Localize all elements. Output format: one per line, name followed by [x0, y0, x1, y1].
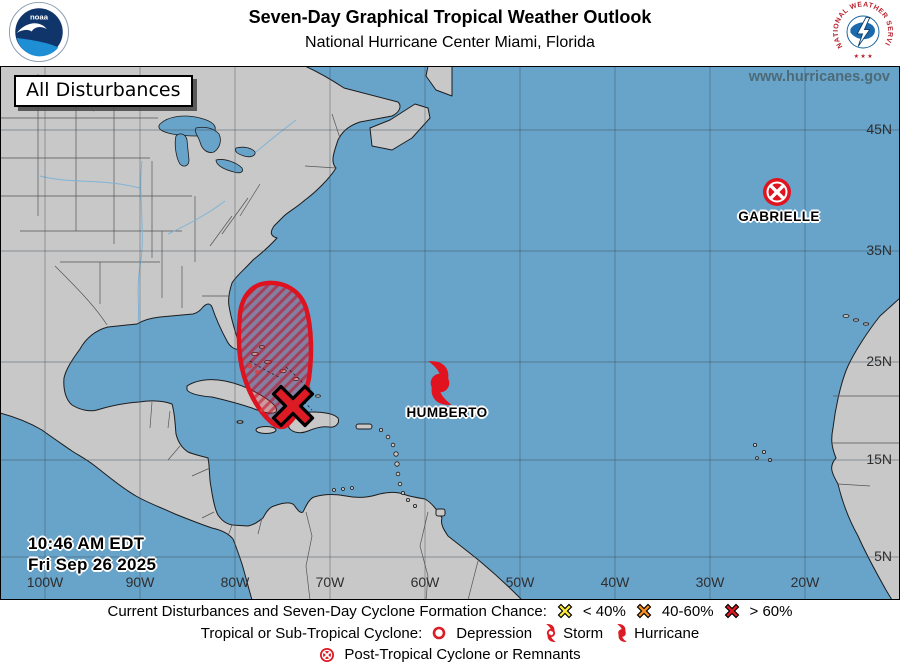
- legend-line3: Post-Tropical Cyclone or Remnants: [319, 646, 581, 663]
- highlighted-islets: [247, 363, 265, 413]
- storm-label-gabrielle: GABRIELLE: [738, 209, 820, 224]
- hurricane-icon-humberto[interactable]: [428, 361, 452, 405]
- storm-icon: [541, 621, 561, 645]
- landmasses: [0, 66, 900, 600]
- great-lakes: [158, 115, 256, 174]
- legend-line1-label: Current Disturbances and Seven-Day Cyclo…: [107, 602, 547, 620]
- legend: Current Disturbances and Seven-Day Cyclo…: [0, 600, 900, 665]
- storm-label: Storm: [563, 624, 604, 642]
- storm-label-humberto: HUMBERTO: [406, 405, 488, 420]
- newfoundland: [425, 66, 453, 97]
- nws-logo: NATIONAL WEATHER SERVICE ★ ★ ★: [832, 1, 894, 63]
- graticule: [0, 66, 900, 600]
- africa: [831, 297, 900, 600]
- timestamp: 10:46 AM EDT Fri Sep 26 2025: [28, 534, 156, 575]
- timestamp-time: 10:46 AM EDT: [28, 534, 145, 553]
- noaa-logo: noaa: [8, 1, 70, 63]
- outlook-map[interactable]: All Disturbances www.hurricanes.gov 10:4…: [0, 66, 900, 600]
- cayman: [236, 420, 244, 424]
- nws-logo-stars: ★ ★ ★: [854, 53, 873, 60]
- page-title: Seven-Day Graphical Tropical Weather Out…: [248, 7, 652, 27]
- page-subtitle: National Hurricane Center Miami, Florida: [305, 34, 595, 51]
- chance-high-label: > 60%: [749, 602, 793, 620]
- legend-line2: Tropical or Sub-Tropical Cyclone: Depres…: [201, 621, 699, 645]
- post-tropical-icon: [319, 647, 335, 663]
- x-orange-icon: [635, 602, 653, 620]
- post-tropical-label: Post-Tropical Cyclone or Remnants: [344, 646, 581, 663]
- chance-med-label: 40-60%: [661, 602, 714, 620]
- state-borders: [0, 74, 900, 600]
- timestamp-date: Fri Sep 26 2025: [28, 554, 157, 574]
- overlay-title: All Disturbances: [14, 75, 193, 107]
- post-tropical-icon-gabrielle[interactable]: [763, 178, 791, 206]
- header: noaa Seven-Day Graphical Tropical Weathe…: [0, 0, 900, 66]
- noaa-logo-text: noaa: [30, 12, 49, 21]
- jamaica: [255, 426, 277, 434]
- hurricane-label: Hurricane: [634, 624, 700, 642]
- trinidad: [435, 508, 446, 517]
- disturbance-x-marker[interactable]: [271, 384, 315, 428]
- x-red-icon: [723, 602, 741, 620]
- hurricane-icon: [612, 621, 632, 645]
- nova-scotia: [369, 103, 431, 151]
- legend-line2-label: Tropical or Sub-Tropical Cyclone:: [200, 624, 423, 642]
- depression-icon: [431, 625, 447, 641]
- puerto-rico: [355, 423, 373, 430]
- x-yellow-icon: [556, 602, 574, 620]
- legend-line1: Current Disturbances and Seven-Day Cyclo…: [108, 602, 793, 620]
- map-geography: [0, 66, 900, 600]
- website-text: www.hurricanes.gov: [748, 69, 890, 85]
- chance-low-label: < 40%: [582, 602, 626, 620]
- depression-label: Depression: [456, 624, 533, 642]
- americas-mainland: [0, 66, 523, 600]
